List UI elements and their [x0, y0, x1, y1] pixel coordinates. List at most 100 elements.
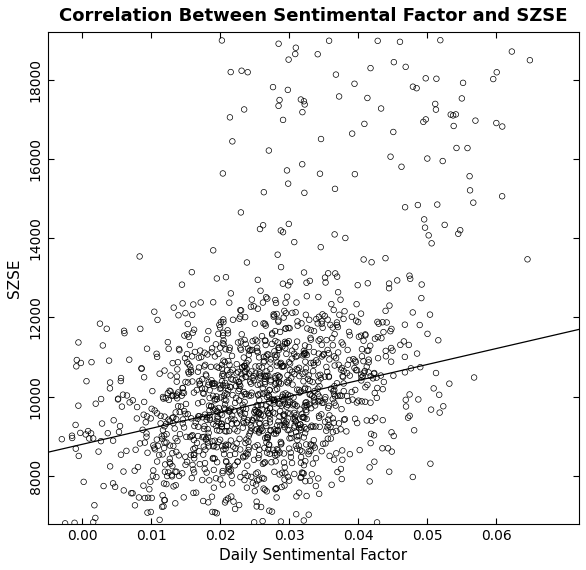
Point	[193, 399, 203, 408]
Point	[174, 344, 183, 353]
Point	[189, 325, 199, 334]
Point	[243, 416, 253, 425]
Point	[289, 393, 298, 402]
Point	[276, 437, 285, 446]
Point	[304, 447, 314, 456]
Point	[369, 374, 378, 383]
Point	[360, 397, 370, 406]
Point	[229, 406, 239, 415]
Point	[308, 391, 317, 400]
Point	[283, 426, 292, 435]
Point	[296, 420, 305, 429]
Point	[217, 422, 227, 431]
Point	[186, 362, 195, 371]
Point	[236, 312, 245, 321]
Point	[222, 457, 231, 466]
Point	[236, 208, 246, 217]
Point	[309, 435, 318, 445]
Point	[431, 105, 441, 114]
Point	[186, 414, 196, 423]
Point	[373, 317, 382, 327]
Point	[386, 344, 396, 353]
Point	[209, 246, 218, 255]
Point	[201, 435, 210, 444]
Point	[289, 423, 299, 432]
Point	[355, 446, 364, 455]
Point	[257, 332, 267, 341]
Point	[291, 352, 301, 361]
Point	[190, 443, 200, 453]
Point	[329, 352, 339, 361]
Point	[250, 408, 259, 417]
Point	[285, 409, 295, 418]
Point	[171, 392, 180, 401]
Point	[277, 392, 287, 401]
Point	[264, 440, 274, 449]
Point	[209, 454, 218, 463]
Point	[264, 390, 273, 400]
Point	[254, 396, 264, 405]
Point	[165, 386, 174, 396]
Point	[222, 272, 231, 282]
Point	[302, 278, 311, 287]
Point	[210, 404, 220, 413]
Point	[182, 457, 192, 466]
Point	[281, 389, 290, 398]
Point	[331, 184, 340, 193]
Point	[220, 395, 229, 404]
Point	[242, 418, 251, 427]
Point	[261, 418, 271, 428]
Point	[298, 160, 307, 169]
Point	[339, 415, 349, 424]
Point	[254, 390, 263, 399]
Point	[356, 331, 366, 340]
Point	[274, 446, 283, 455]
Point	[237, 363, 247, 372]
Point	[252, 401, 261, 410]
Point	[165, 441, 175, 450]
Point	[332, 272, 342, 281]
Point	[220, 378, 230, 388]
Point	[301, 401, 311, 410]
Point	[378, 416, 387, 425]
Point	[272, 493, 281, 502]
Point	[228, 375, 237, 384]
Point	[262, 367, 271, 376]
Point	[360, 119, 369, 128]
Point	[187, 268, 196, 277]
Point	[241, 339, 250, 348]
Point	[224, 426, 234, 435]
Point	[172, 394, 182, 403]
Point	[271, 429, 281, 438]
Point	[208, 391, 217, 400]
Point	[401, 395, 410, 404]
Point	[280, 410, 289, 420]
Point	[435, 36, 445, 45]
Point	[258, 426, 267, 435]
Point	[88, 518, 98, 527]
Point	[280, 475, 289, 484]
Point	[225, 382, 234, 392]
Point	[255, 373, 265, 382]
Point	[212, 443, 222, 452]
Point	[255, 368, 264, 377]
Point	[236, 306, 245, 315]
Point	[219, 315, 228, 324]
Point	[163, 389, 172, 398]
Point	[234, 386, 243, 396]
Point	[84, 434, 94, 443]
Point	[244, 437, 253, 446]
Point	[300, 348, 309, 357]
Point	[309, 393, 319, 402]
Point	[302, 414, 311, 424]
Point	[314, 377, 323, 386]
Point	[337, 364, 346, 373]
Point	[244, 356, 253, 365]
Point	[119, 467, 128, 476]
Point	[212, 274, 222, 283]
Point	[206, 401, 216, 410]
Point	[175, 408, 185, 417]
Point	[301, 368, 310, 377]
Point	[149, 443, 159, 452]
Point	[413, 201, 423, 210]
